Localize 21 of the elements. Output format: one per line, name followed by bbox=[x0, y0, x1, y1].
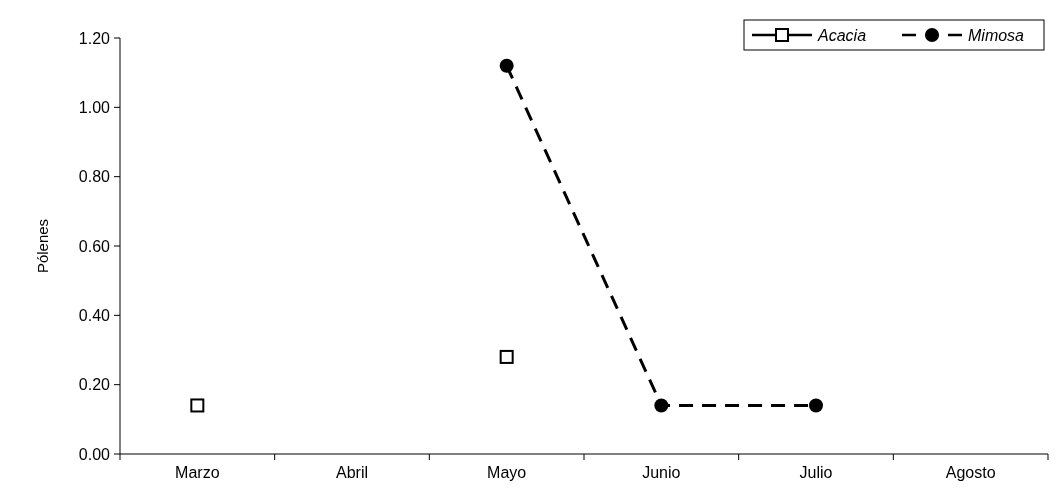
y-axis-title: Pólenes bbox=[34, 218, 51, 274]
x-tick-label: Mayo bbox=[487, 464, 527, 481]
x-tick-label: Agosto bbox=[945, 464, 996, 481]
point bbox=[499, 349, 514, 364]
x-tick-label: Abril bbox=[335, 464, 369, 481]
point bbox=[654, 398, 669, 413]
point bbox=[809, 398, 823, 413]
x-tick-label: Julio bbox=[799, 464, 833, 481]
y-tick-label: 0.80 bbox=[78, 168, 111, 186]
y-tick-label: 1.00 bbox=[78, 98, 111, 116]
y-tick-label: 1.20 bbox=[78, 29, 111, 47]
y-tick-label: 0.20 bbox=[78, 376, 111, 394]
x-tick-label: Marzo bbox=[175, 464, 220, 481]
x-tick-label: Junio bbox=[642, 464, 681, 481]
point bbox=[190, 398, 205, 413]
y-tick-label: 0.60 bbox=[78, 237, 111, 255]
y-tick-label: 0.40 bbox=[78, 306, 111, 324]
legend-label: Mimosa bbox=[968, 26, 1025, 44]
y-tick-label: 0.00 bbox=[78, 445, 111, 463]
legend-label: Acacia bbox=[817, 26, 867, 44]
point bbox=[499, 58, 514, 73]
